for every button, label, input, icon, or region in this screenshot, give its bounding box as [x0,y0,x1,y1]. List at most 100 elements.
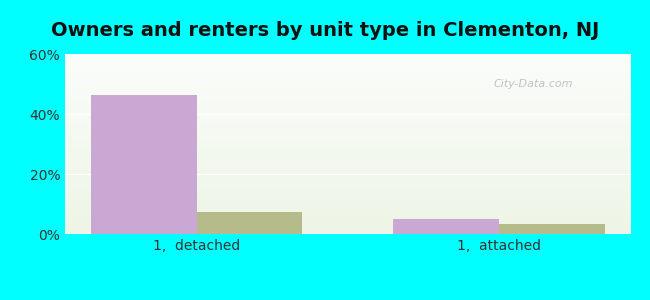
Bar [65,218,630,220]
Bar [65,205,630,207]
Bar [65,65,630,67]
Bar [65,164,630,166]
Bar [65,173,630,175]
Bar [65,227,630,229]
Bar [65,200,630,202]
Bar [65,137,630,139]
Bar [65,131,630,133]
Bar [65,110,630,112]
Bar [65,58,630,59]
Bar [65,182,630,184]
Bar [65,121,630,122]
Bar [65,153,630,155]
Bar [65,151,630,153]
Bar [65,225,630,227]
Bar [65,203,630,205]
Bar [65,108,630,110]
Bar [65,194,630,196]
Bar [65,214,630,216]
Bar [65,117,630,119]
Bar [65,139,630,140]
Bar [196,212,302,234]
Bar [65,72,630,74]
Bar [65,178,630,180]
Bar [65,220,630,221]
Bar [65,99,630,101]
Bar [65,59,630,61]
Bar [65,189,630,191]
Bar [65,101,630,103]
Bar [65,54,630,56]
Bar [65,128,630,130]
Bar [65,193,630,194]
Bar [65,68,630,70]
Bar [65,142,630,144]
Bar [65,94,630,95]
Bar [65,103,630,104]
Bar [65,113,630,115]
Bar [65,176,630,178]
Bar [65,83,630,85]
Bar [65,67,630,68]
Bar [65,175,630,176]
Bar [65,155,630,157]
Bar [65,167,630,169]
Bar [65,122,630,124]
Bar [65,63,630,65]
Bar [65,169,630,171]
Bar [65,74,630,76]
Bar [65,92,630,94]
Bar [65,162,630,164]
Bar [65,112,630,113]
Bar [65,124,630,126]
Bar [65,56,630,58]
Bar [65,126,630,128]
Bar [65,216,630,218]
Bar [65,146,630,148]
Bar [65,133,630,135]
Bar [65,202,630,203]
Bar [65,81,630,83]
Bar [65,86,630,88]
Bar [65,115,630,117]
Bar [65,106,630,108]
Bar [65,211,630,212]
Text: City-Data.com: City-Data.com [493,79,573,89]
Bar [91,94,196,234]
Bar [65,184,630,185]
Bar [65,187,630,189]
Legend: Owner occupied units, Renter occupied units: Owner occupied units, Renter occupied un… [165,298,530,300]
Bar [393,219,499,234]
Bar [65,85,630,86]
Bar [65,212,630,214]
Bar [499,224,604,234]
Bar [65,207,630,209]
Bar [65,230,630,232]
Bar [65,191,630,193]
Bar [65,180,630,182]
Bar [65,140,630,142]
Bar [65,76,630,77]
Bar [65,209,630,211]
Bar [65,221,630,223]
Bar [65,148,630,149]
Bar [65,223,630,225]
Bar [65,144,630,146]
Bar [65,61,630,63]
Bar [65,160,630,162]
Bar [65,104,630,106]
Bar [65,198,630,200]
Bar [65,232,630,234]
Bar [65,130,630,131]
Bar [65,77,630,79]
Bar [65,79,630,81]
Bar [65,70,630,72]
Bar [65,196,630,198]
Bar [65,185,630,187]
Bar [65,166,630,167]
Bar [65,149,630,151]
Bar [65,157,630,158]
Bar [65,229,630,230]
Text: Owners and renters by unit type in Clementon, NJ: Owners and renters by unit type in Cleme… [51,21,599,40]
Bar [65,119,630,121]
